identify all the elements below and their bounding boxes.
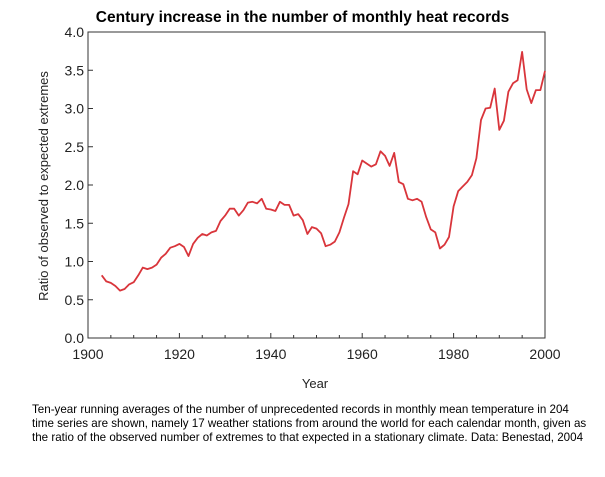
chart-series <box>100 51 546 292</box>
x-tick-label: 2000 <box>529 346 560 362</box>
y-tick-label: 3.0 <box>65 101 85 117</box>
y-tick-label: 3.5 <box>65 62 85 78</box>
chart-title: Century increase in the number of monthl… <box>95 9 510 26</box>
x-tick-label: 1980 <box>438 346 469 362</box>
x-tick-label: 1960 <box>347 346 378 362</box>
y-tick-label: 0.0 <box>65 330 85 346</box>
y-tick-label: 2.0 <box>65 177 85 193</box>
y-axis-label: Ratio of observed to expected extremes <box>36 71 51 301</box>
y-tick-label: 1.0 <box>65 254 85 270</box>
chart-axes <box>87 31 546 339</box>
x-tick-label: 1940 <box>255 346 286 362</box>
figure-caption: Ten-year running averages of the number … <box>32 403 587 444</box>
chart-ticks: 1900 1920 1940 1960 1980 2000 0.0 0.5 1.0 1.5 2.0 2… <box>65 24 561 362</box>
y-tick-label: 2.5 <box>65 139 85 155</box>
plot-frame <box>87 31 546 339</box>
x-tick-label: 1920 <box>164 346 195 362</box>
x-axis-label: Year <box>302 376 329 391</box>
series-line <box>100 51 546 292</box>
y-tick-label: 1.5 <box>65 215 85 231</box>
y-tick-label: 0.5 <box>65 292 85 308</box>
y-tick-label: 4.0 <box>65 24 85 40</box>
x-tick-label: 1900 <box>72 346 103 362</box>
